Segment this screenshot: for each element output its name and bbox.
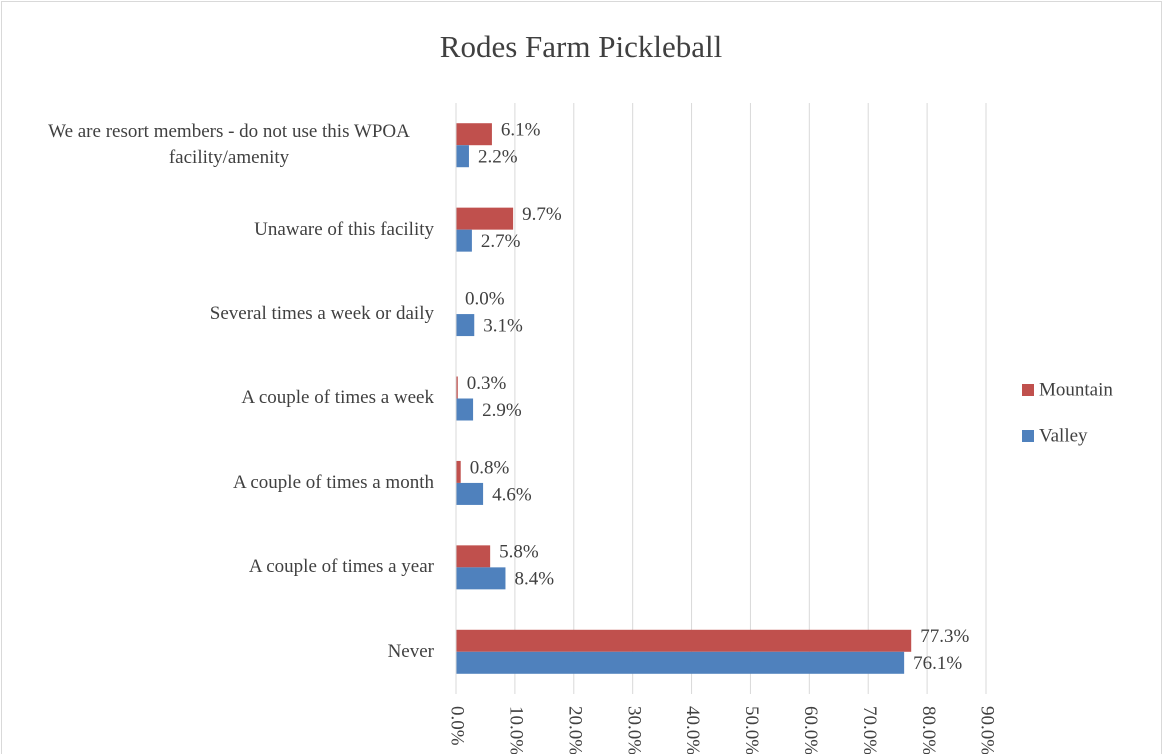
- y-tick-label: A couple of times a week: [241, 356, 434, 440]
- category-text: A couple of times a week: [241, 387, 434, 409]
- bar: [456, 460, 461, 483]
- y-tick-label: A couple of times a year: [249, 525, 434, 609]
- x-tick-label: 90.0%: [977, 706, 998, 754]
- bar: [456, 376, 458, 399]
- x-tick-label: 50.0%: [741, 706, 762, 754]
- legend-label: Mountain: [1039, 379, 1113, 400]
- data-label: 3.1%: [483, 315, 523, 336]
- data-label: 76.1%: [913, 653, 962, 674]
- y-tick-label: Never: [388, 610, 434, 694]
- data-label: 2.9%: [482, 400, 522, 421]
- data-label: 77.3%: [920, 626, 969, 647]
- bar: [456, 629, 912, 652]
- x-tick-label: 10.0%: [506, 706, 527, 754]
- category-text: Several times a week or daily: [209, 303, 434, 325]
- legend-swatch: [1022, 384, 1034, 396]
- category-text: A couple of times a year: [248, 556, 434, 578]
- x-tick-label: 70.0%: [859, 706, 880, 754]
- data-label: 5.8%: [499, 542, 539, 563]
- chart-title: Rodes Farm Pickleball: [440, 29, 722, 64]
- y-tick-label: A couple of times a month: [233, 441, 434, 525]
- category-text: Unaware of this facility: [254, 218, 434, 240]
- category-text: A couple of times a month: [232, 471, 434, 493]
- data-label: 6.1%: [501, 120, 541, 141]
- category-text: Never: [387, 640, 434, 662]
- data-label: 9.7%: [522, 204, 562, 225]
- bar: [456, 567, 506, 590]
- y-tick-label: Several times a week or daily: [210, 272, 434, 356]
- bar: [456, 229, 472, 252]
- x-tick-label: 20.0%: [564, 706, 585, 754]
- data-label: 0.0%: [465, 288, 505, 309]
- x-tick-label: 60.0%: [800, 706, 821, 754]
- data-label: 0.8%: [470, 457, 510, 478]
- bar: [456, 145, 469, 168]
- x-tick-label: 0.0%: [447, 706, 468, 746]
- data-label: 2.7%: [481, 231, 521, 252]
- bar: [456, 123, 492, 146]
- bar: [456, 482, 484, 505]
- data-label: 0.3%: [467, 373, 507, 394]
- data-label: 4.6%: [492, 484, 532, 505]
- bar: [456, 651, 905, 674]
- category-text: We are resort members - do not use this …: [48, 121, 410, 169]
- x-tick-label: 30.0%: [623, 706, 644, 754]
- legend-swatch: [1022, 430, 1034, 442]
- y-tick-label: Unaware of this facility: [254, 187, 434, 271]
- x-tick-label: 40.0%: [682, 706, 703, 754]
- y-tick-label: We are resort members - do not use this …: [24, 103, 434, 187]
- data-label: 2.2%: [478, 147, 518, 168]
- data-label: 8.4%: [514, 569, 554, 590]
- x-tick-label: 80.0%: [918, 706, 939, 754]
- legend-label: Valley: [1039, 425, 1088, 446]
- bar: [456, 545, 491, 568]
- bar: [456, 314, 475, 337]
- bar: [456, 398, 474, 421]
- bar: [456, 207, 514, 230]
